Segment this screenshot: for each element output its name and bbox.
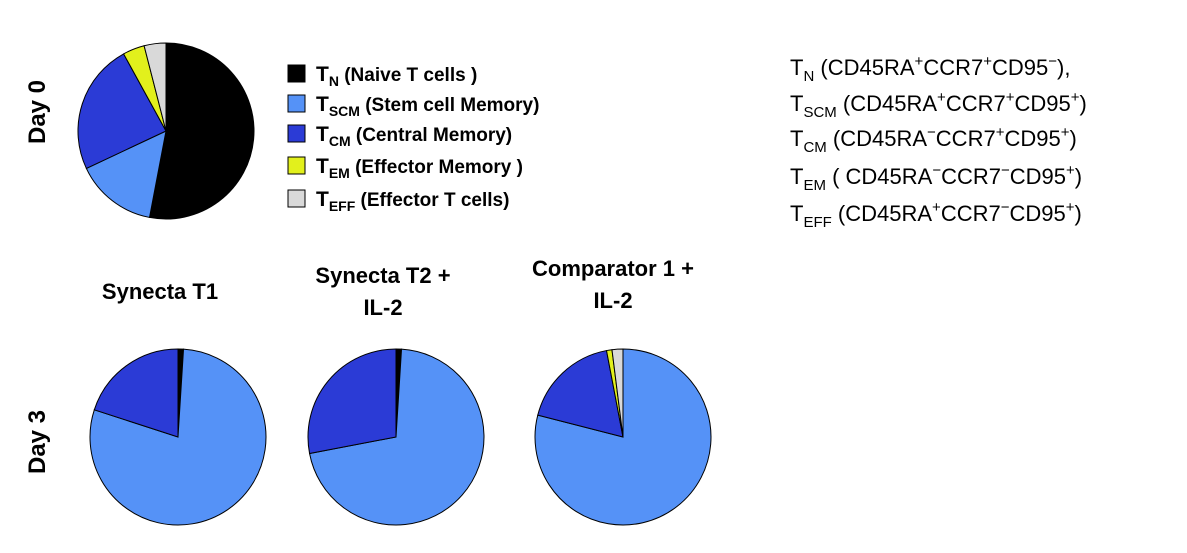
note-text: (CD45RA: [827, 126, 928, 151]
note-sub: CM: [803, 139, 826, 156]
legend-subscript: SCM: [329, 103, 360, 119]
legend-symbol: T: [316, 63, 329, 86]
note-sup: −: [927, 124, 936, 141]
note-line: TEFF (CD45RA+CCR7−CD95+): [790, 199, 1082, 231]
note-text: T: [790, 91, 803, 116]
note-text: (CD45RA: [832, 201, 933, 226]
note-text: CCR7: [936, 126, 996, 151]
note-sub: EM: [803, 177, 826, 194]
note-text: CD95: [992, 55, 1048, 80]
note-sup: +: [1061, 124, 1070, 141]
row-label: Day 3: [24, 410, 51, 474]
legend-label: TSCM (Stem cell Memory): [316, 93, 539, 119]
note-line: TEM ( CD45RA−CCR7−CD95+): [790, 162, 1082, 194]
note-text: CCR7: [923, 55, 983, 80]
note-text: ): [1080, 91, 1087, 116]
note-text: CCR7: [946, 91, 1006, 116]
note-line: TCM (CD45RA−CCR7+CD95+): [790, 124, 1077, 156]
note-text: T: [790, 164, 803, 189]
pie-title: IL-2: [363, 295, 402, 320]
legend-subscript: N: [329, 73, 339, 89]
legend-swatch: [287, 189, 306, 208]
note-line: TSCM (CD45RA+CCR7+CD95+): [790, 89, 1087, 121]
note-line: TN (CD45RA+CCR7+CD95−),: [790, 53, 1070, 85]
note-text: ),: [1057, 55, 1070, 80]
legend-swatch: [287, 124, 306, 143]
note-sup: −: [1048, 53, 1057, 70]
note-text: T: [790, 126, 803, 151]
legend-subscript: EFF: [329, 198, 356, 214]
pie-title: Comparator 1 +: [532, 256, 694, 281]
note-text: CD95: [1004, 126, 1060, 151]
note-sup: −: [932, 162, 941, 179]
legend-symbol: T: [316, 123, 329, 146]
note-sup: +: [996, 124, 1005, 141]
note-sub: N: [803, 68, 814, 85]
note-text: (CD45RA: [814, 55, 915, 80]
legend-text: (Stem cell Memory): [360, 95, 540, 116]
legend-symbol: T: [316, 155, 329, 178]
legend-label: TEFF (Effector T cells): [316, 188, 509, 214]
legend-swatch: [287, 94, 306, 113]
note-sup: +: [937, 89, 946, 106]
pie-slice: [85, 130, 167, 219]
legend-label: TEM (Effector Memory ): [316, 155, 523, 181]
note-sup: +: [932, 199, 941, 216]
row-label: Day 0: [24, 80, 51, 144]
pie-title: IL-2: [593, 288, 632, 313]
legend-text: (Central Memory): [351, 125, 513, 146]
legend-symbol: T: [316, 93, 329, 116]
pie-slice: [93, 348, 179, 438]
legend-text: (Effector Memory ): [350, 157, 523, 178]
pie-slice: [308, 348, 485, 526]
legend-subscript: CM: [329, 133, 351, 149]
legend-label: TCM (Central Memory): [316, 123, 512, 149]
note-sup: +: [983, 53, 992, 70]
pie-slice: [611, 348, 624, 438]
legend-text: (Effector T cells): [355, 190, 509, 211]
pie-title: Synecta T1: [102, 279, 218, 304]
note-text: ): [1075, 164, 1082, 189]
note-text: CD95: [1009, 201, 1065, 226]
note-sup: +: [1006, 89, 1015, 106]
pie-slice: [148, 42, 255, 220]
note-sub: SCM: [803, 104, 836, 121]
legend-swatch: [287, 64, 306, 83]
note-text: T: [790, 55, 803, 80]
legend-swatch: [287, 156, 306, 175]
note-sup: +: [1066, 162, 1075, 179]
legend-text: (Naive T cells ): [339, 65, 477, 86]
pie-slice: [537, 349, 624, 438]
note-text: CCR7: [941, 201, 1001, 226]
note-text: ): [1069, 126, 1076, 151]
note-text: (CD45RA: [837, 91, 938, 116]
note-sup: +: [915, 53, 924, 70]
note-text: CD95: [1010, 164, 1066, 189]
pie-slice: [77, 53, 167, 170]
legend-label: TN (Naive T cells ): [316, 63, 477, 89]
note-sup: +: [1071, 89, 1080, 106]
pie-slice: [534, 348, 712, 526]
note-sub: EFF: [803, 214, 831, 231]
pie-title: Synecta T2 +: [315, 263, 450, 288]
note-text: ( CD45RA: [826, 164, 933, 189]
note-text: CD95: [1014, 91, 1070, 116]
pie-slice: [143, 42, 167, 132]
pie-slice: [307, 348, 397, 455]
note-sup: +: [1066, 199, 1075, 216]
note-sup: −: [1001, 199, 1010, 216]
note-text: CCR7: [941, 164, 1001, 189]
legend-subscript: EM: [329, 165, 350, 181]
legend-symbol: T: [316, 188, 329, 211]
note-text: T: [790, 201, 803, 226]
note-text: ): [1075, 201, 1082, 226]
note-sup: −: [1001, 162, 1010, 179]
